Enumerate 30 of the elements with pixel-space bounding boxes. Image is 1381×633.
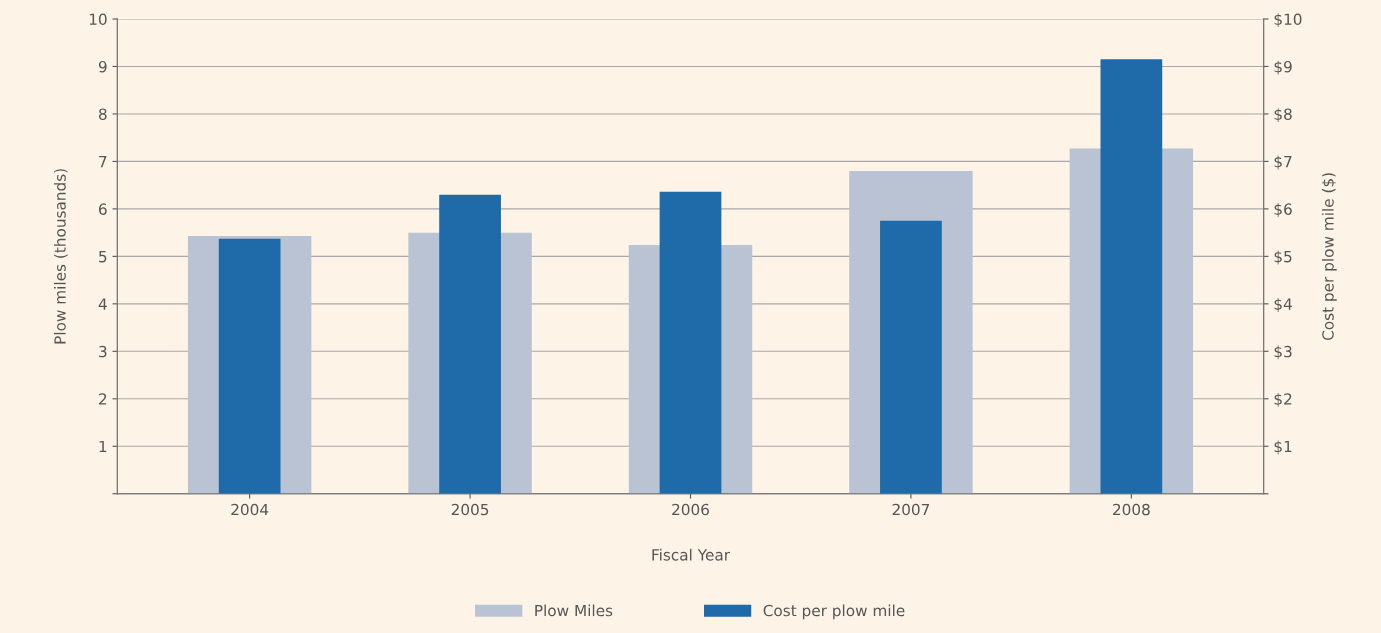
- x-tick-label: 2004: [231, 503, 269, 516]
- y-tick-label: 8: [98, 108, 107, 120]
- y-tick-label: 5: [99, 251, 107, 263]
- legend-label: Plow Miles: [535, 604, 613, 617]
- y2-tick-label: $5: [1274, 250, 1292, 265]
- y2-tick-label: $2: [1274, 392, 1292, 407]
- y-tick-label: 2: [99, 393, 107, 405]
- y-tick-label: 7: [99, 156, 107, 168]
- y2-tick-label: $8: [1274, 108, 1292, 122]
- y2-tick-label: $1: [1274, 440, 1292, 455]
- x-tick-label: 2007: [892, 503, 930, 516]
- x-tick-label: 2005: [451, 503, 489, 516]
- y-tick-label: 3: [99, 345, 107, 358]
- y-tick-label: 6: [99, 203, 107, 215]
- x-tick-label: 2006: [672, 503, 709, 516]
- y2-tick-label: $9: [1274, 60, 1292, 75]
- legend-label: Cost per plow mile: [763, 604, 905, 620]
- y2-axis-title: Cost per plow mile ($): [1321, 173, 1337, 340]
- y-tick-label: 1: [99, 440, 107, 453]
- y2-tick-label: $10: [1274, 13, 1302, 28]
- y2-tick-label: $4: [1274, 298, 1292, 312]
- y2-tick-label: $7: [1274, 155, 1292, 170]
- y-tick-label: 4: [98, 298, 107, 310]
- x-axis-title: Fiscal Year: [652, 548, 731, 561]
- y2-tick-label: $3: [1274, 345, 1292, 360]
- y-tick-label: 10: [89, 13, 107, 26]
- y2-tick-label: $6: [1274, 203, 1292, 217]
- x-tick-label: 2008: [1113, 503, 1150, 516]
- y-tick-label: 9: [98, 60, 107, 73]
- y-axis-title: Plow miles (thousands): [53, 169, 68, 344]
